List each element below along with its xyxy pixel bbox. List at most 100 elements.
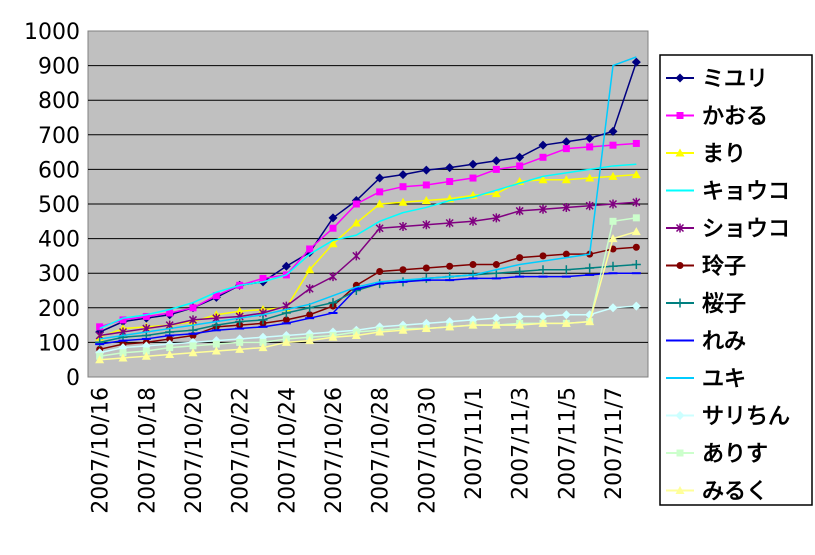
series-9: [99, 56, 637, 340]
y-tick-label: 600: [38, 158, 80, 183]
data-point: [119, 349, 127, 357]
data-point: [165, 350, 175, 359]
x-axis-tick-labels: 2007/10/16 2007/10/18 2007/10/20 2007/10/22…: [89, 387, 627, 514]
data-point: [608, 261, 618, 271]
data-point: [492, 165, 500, 173]
legend-entry: キョウコ: [666, 180, 790, 205]
data-point: [491, 313, 501, 323]
data-point: [189, 342, 197, 350]
legend-entry: れみ: [666, 330, 746, 355]
legend-entry: 玲子: [666, 254, 746, 280]
y-axis-tick-labels: 0 100 200 300 400 500 600 700 800 900 1000: [24, 20, 80, 391]
data-point: [515, 206, 524, 216]
data-point: [516, 162, 524, 170]
data-point: [675, 486, 685, 494]
data-point: [259, 274, 267, 282]
data-point: [632, 197, 641, 207]
data-point: [492, 213, 501, 223]
data-point: [632, 214, 640, 222]
data-point: [305, 265, 315, 274]
legend-label: れみ: [702, 330, 746, 355]
x-tick-label: 2007/10/26: [322, 387, 347, 514]
data-point: [258, 343, 268, 352]
legend-label: ショウコ: [702, 217, 790, 242]
data-point: [469, 261, 477, 269]
data-point: [142, 312, 150, 320]
legend-entry: まり: [666, 142, 746, 167]
data-point: [328, 239, 338, 248]
data-point: [631, 227, 641, 236]
data-point: [376, 188, 384, 196]
data-point: [492, 261, 500, 269]
data-point: [398, 325, 408, 334]
y-tick-label: 200: [38, 297, 80, 322]
y-tick-label: 0: [66, 366, 80, 391]
data-point: [421, 165, 431, 175]
data-point: [446, 262, 454, 270]
data-point: [675, 223, 685, 233]
data-point: [328, 298, 338, 308]
data-point: [166, 309, 174, 317]
series-7: [95, 260, 641, 347]
data-point: [585, 263, 595, 273]
x-tick-label: 2007/10/16: [89, 387, 114, 514]
data-point: [538, 204, 548, 214]
series-5: [95, 197, 641, 340]
data-point: [352, 200, 360, 208]
y-tick-label: 1000: [24, 20, 80, 45]
legend-label: まり: [702, 142, 746, 167]
data-point: [675, 298, 685, 308]
data-point: [609, 141, 617, 149]
x-tick-label: 2007/10/20: [182, 387, 207, 514]
data-point: [609, 217, 617, 225]
y-tick-label: 300: [38, 262, 80, 287]
data-point: [631, 301, 641, 311]
data-point: [281, 261, 291, 271]
data-point: [446, 178, 454, 186]
data-point: [281, 337, 291, 346]
x-tick-label: 2007/10/22: [229, 387, 254, 514]
legend-label: 玲子: [702, 254, 746, 280]
data-point: [141, 351, 151, 360]
data-point: [445, 218, 454, 228]
data-point: [235, 306, 245, 315]
legend-entry: ありす: [666, 442, 768, 467]
data-point: [118, 353, 128, 362]
data-point: [631, 57, 641, 67]
data-point: [538, 318, 548, 327]
data-point: [166, 335, 174, 343]
data-point: [562, 202, 571, 212]
legend-entry: ショウコ: [666, 217, 790, 242]
data-point: [491, 156, 501, 166]
data-point: [538, 140, 548, 150]
data-point: [445, 322, 455, 331]
y-tick-label: 100: [38, 331, 80, 356]
x-tick-label: 2007/10/24: [275, 387, 300, 514]
data-point: [329, 224, 337, 232]
series-12: [95, 227, 641, 364]
data-point: [538, 311, 548, 321]
series-line: [99, 246, 637, 351]
series-8: [95, 272, 641, 346]
legend-entry: みるく: [666, 480, 768, 505]
data-point: [328, 213, 338, 223]
y-tick-label: 800: [38, 89, 80, 114]
x-tick-label: 2007/11/5: [555, 387, 580, 500]
legend-label: ミユリ: [702, 67, 768, 92]
data-series: [95, 56, 641, 364]
data-point: [561, 318, 571, 327]
data-point: [95, 337, 105, 347]
data-point: [562, 250, 570, 258]
data-point: [561, 137, 571, 147]
x-tick-label: 2007/11/1: [462, 387, 487, 500]
data-point: [631, 260, 641, 270]
series-line: [99, 142, 637, 328]
data-point: [631, 170, 641, 179]
legend-label: サリちん: [702, 405, 790, 430]
data-point: [675, 73, 685, 83]
data-point: [445, 163, 455, 173]
data-point: [399, 266, 407, 274]
data-point: [468, 159, 478, 169]
